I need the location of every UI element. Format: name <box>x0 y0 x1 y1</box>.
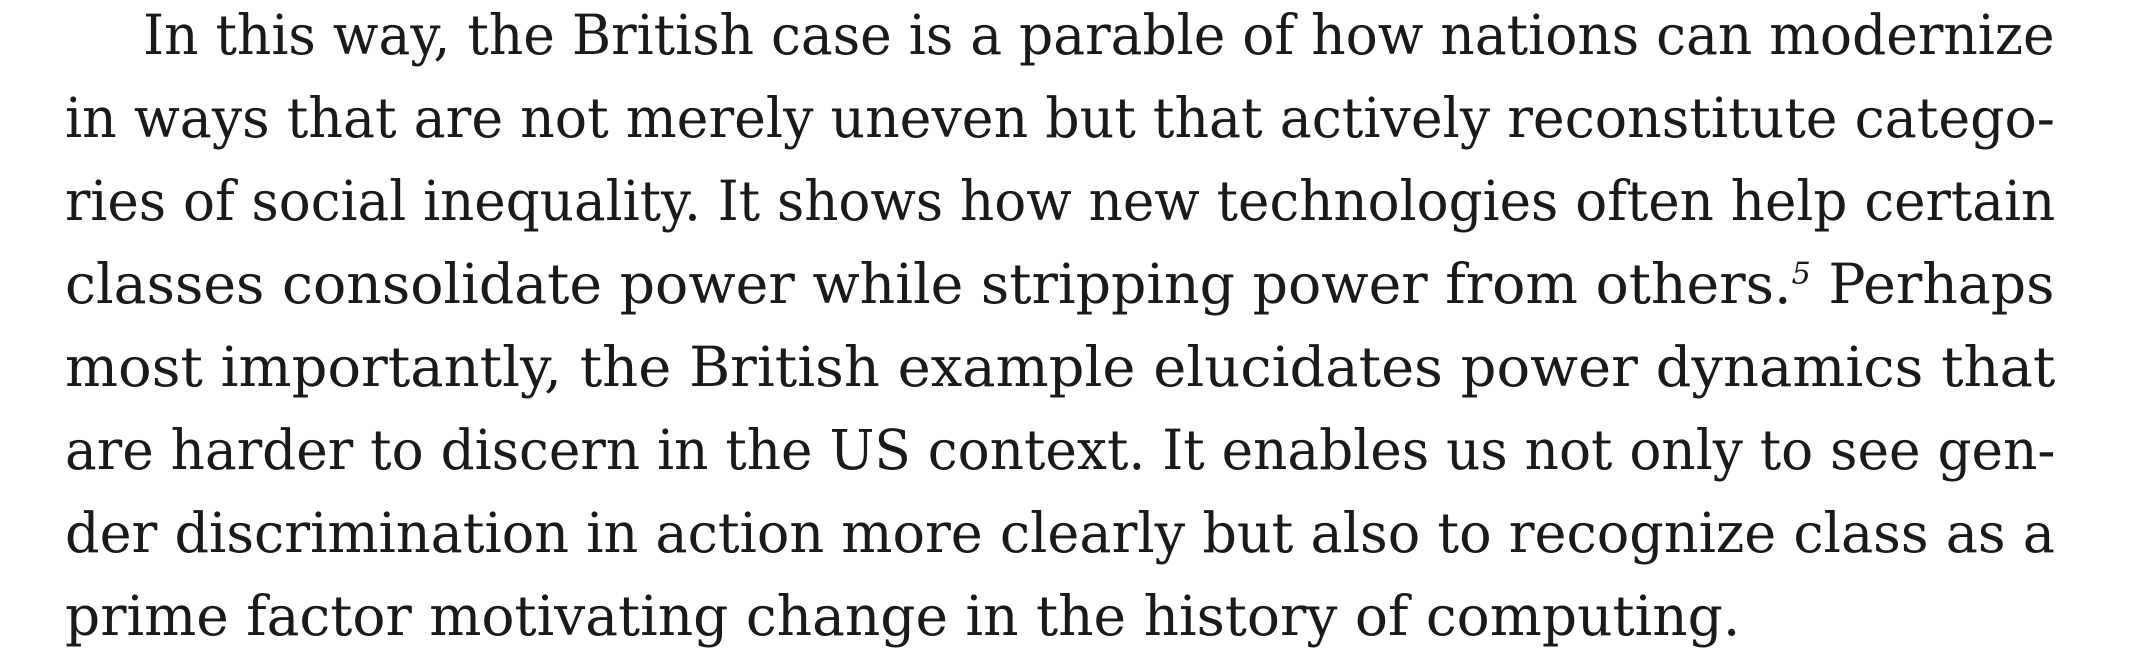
text-line-segment: Perhaps <box>1810 252 2055 316</box>
text-line: in ways that are not merely uneven but t… <box>65 77 2055 160</box>
text-line: most importantly, the British example el… <box>65 326 2055 409</box>
text-line-content: In this way, the British case is a parab… <box>143 3 2055 67</box>
text-line: der discrimination in action more clearl… <box>65 492 2055 575</box>
text-line-content: classes consolidate power while strippin… <box>65 243 2055 326</box>
text-line-content: der discrimination in action more clearl… <box>65 501 2055 565</box>
text-line: ries of social inequality. It shows how … <box>65 160 2055 243</box>
text-line-content: prime factor motivating change in the hi… <box>65 584 1741 648</box>
text-line-content: ries of social inequality. It shows how … <box>65 169 2056 233</box>
text-line-content: most importantly, the British example el… <box>65 335 2056 399</box>
text-line: classes consolidate power while strippin… <box>65 243 2055 326</box>
text-line-segment: classes consolidate power while strippin… <box>65 252 1792 316</box>
text-page: In this way, the British case is a parab… <box>65 0 2055 655</box>
text-line-content: in ways that are not merely uneven but t… <box>65 86 2055 150</box>
text-line: are harder to discern in the US context.… <box>65 409 2055 492</box>
text-line-content: are harder to discern in the US context.… <box>65 418 2056 482</box>
footnote-marker[interactable]: 5 <box>1791 256 1811 292</box>
text-line: prime factor motivating change in the hi… <box>65 575 1740 658</box>
text-line: In this way, the British case is a parab… <box>143 0 2055 77</box>
